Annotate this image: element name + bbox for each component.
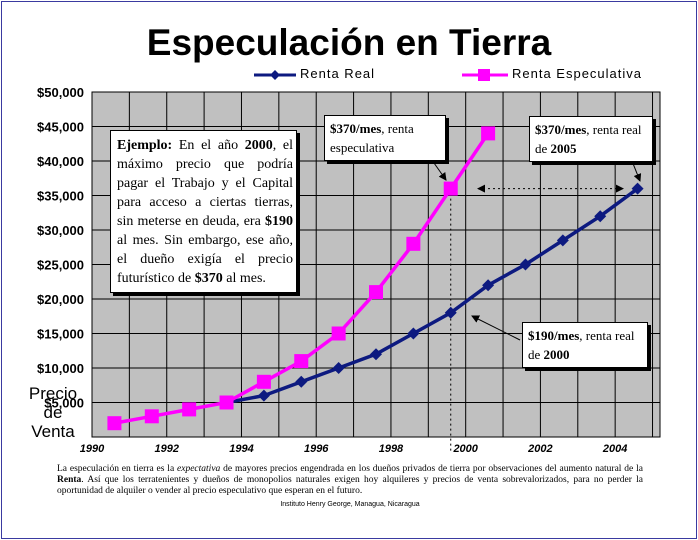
chart-title: Especulación en Tierra bbox=[146, 22, 552, 63]
ejemplo-text-2: , el máximo precio que podría pagar el T… bbox=[117, 138, 293, 229]
callout-real-2000-year: 2000 bbox=[543, 347, 570, 362]
y-tick-label: $35,000 bbox=[37, 189, 84, 204]
data-point-renta-especulativa bbox=[443, 181, 458, 196]
x-tick-label: 1992 bbox=[154, 443, 178, 455]
data-point-renta-especulativa bbox=[406, 236, 421, 251]
ejemplo-year: 2000 bbox=[244, 138, 273, 153]
x-tick-label: 2004 bbox=[602, 443, 627, 455]
data-point-renta-real bbox=[631, 182, 644, 195]
x-tick-label: 2000 bbox=[452, 443, 478, 455]
data-point-renta-especulativa bbox=[256, 374, 271, 389]
ejemplo-text-4: al mes. bbox=[222, 271, 266, 286]
y-tick-label: $15,000 bbox=[37, 327, 84, 342]
ejemplo-label: Ejemplo: bbox=[117, 138, 173, 153]
y-tick-label: $45,000 bbox=[37, 120, 84, 135]
y-axis-label: Precio de Venta bbox=[28, 384, 78, 441]
callout-real-2000-text: , renta real de bbox=[528, 328, 635, 362]
legend-swatches bbox=[254, 69, 508, 81]
data-point-renta-real bbox=[257, 389, 270, 402]
data-point-renta-especulativa bbox=[369, 285, 383, 300]
callout-speculative-amount: $370/mes bbox=[330, 121, 382, 136]
data-point-renta-especulativa bbox=[182, 402, 197, 417]
data-point-renta-real bbox=[295, 375, 308, 388]
legend-marker-renta-real bbox=[270, 70, 280, 80]
y-tick-label: $20,000 bbox=[37, 292, 84, 307]
callout-real-2000-amount: $190/mes bbox=[528, 328, 580, 343]
y-tick-label: $50,000 bbox=[37, 85, 84, 100]
data-point-renta-real bbox=[444, 306, 457, 319]
callout-speculative-text: , renta especulativa bbox=[330, 121, 414, 155]
series-line-renta-real bbox=[226, 187, 639, 405]
data-point-renta-real bbox=[370, 348, 382, 361]
legend-label-renta-especulativa: Renta Especulativa bbox=[512, 66, 643, 81]
data-point-renta-especulativa bbox=[331, 326, 346, 341]
ejemplo-text-1: En el año bbox=[172, 138, 245, 153]
footer-source: Instituto Henry George, Managua, Nicarag… bbox=[280, 501, 420, 508]
data-point-renta-especulativa bbox=[107, 416, 122, 431]
footer-text-2: de mayores precios engendrada en los due… bbox=[220, 464, 643, 474]
data-point-renta-especulativa bbox=[144, 409, 159, 424]
callout-speculative-2000: $370/mes, renta especulativa bbox=[324, 115, 446, 161]
ejemplo-text-3: al mes. Sin embargo, ese año, el dueño e… bbox=[117, 233, 293, 286]
data-point-renta-real bbox=[482, 279, 495, 292]
x-tick-label: 2002 bbox=[527, 443, 552, 455]
y-tick-label: $5,000 bbox=[44, 396, 84, 411]
legend-label-renta-real: Renta Real bbox=[300, 66, 376, 81]
ejemplo-value-370: $370 bbox=[194, 271, 223, 286]
x-tick-label: 1996 bbox=[304, 443, 329, 455]
data-point-renta-especulativa bbox=[481, 126, 496, 141]
callout-real-2000: $190/mes, renta real de 2000 bbox=[522, 322, 648, 368]
x-tick-label: 1994 bbox=[229, 443, 253, 455]
data-point-renta-real bbox=[519, 258, 532, 271]
y-tick-label: $25,000 bbox=[37, 258, 84, 273]
callout-real-2005-amount: $370/mes bbox=[535, 122, 587, 137]
callout-real-2005: $370/mes, renta real de 2005 bbox=[529, 116, 653, 162]
x-tick-label: 1998 bbox=[379, 443, 404, 455]
legend-marker-renta-especulativa bbox=[478, 69, 490, 81]
ejemplo-value-190: $190 bbox=[265, 214, 293, 229]
data-point-renta-real bbox=[556, 234, 569, 247]
data-point-renta-especulativa bbox=[219, 395, 234, 410]
footer-bold: Renta bbox=[57, 475, 82, 485]
arrow-real-2000 bbox=[471, 315, 521, 341]
data-point-renta-real bbox=[594, 210, 607, 223]
footer-caption: La especulación en tierra es la expectat… bbox=[57, 464, 643, 510]
data-point-renta-especulativa bbox=[294, 354, 309, 369]
x-tick-label: 1990 bbox=[80, 443, 105, 455]
footer-italic: expectativa bbox=[177, 464, 221, 474]
data-point-renta-real bbox=[332, 362, 345, 374]
footer-text-1: La especulación en tierra es la bbox=[57, 464, 178, 474]
y-tick-label: $30,000 bbox=[37, 223, 84, 238]
y-tick-label: $10,000 bbox=[37, 361, 84, 376]
footer-text-3: . Así que los terratenientes y dueños de… bbox=[57, 475, 643, 496]
callout-real-2005-text: , renta real de bbox=[535, 122, 642, 156]
ejemplo-callout: Ejemplo: En el año 2000, el máximo preci… bbox=[110, 130, 297, 293]
callout-real-2005-year: 2005 bbox=[550, 141, 577, 156]
data-point-renta-real bbox=[407, 327, 420, 340]
y-tick-label: $40,000 bbox=[37, 154, 84, 169]
